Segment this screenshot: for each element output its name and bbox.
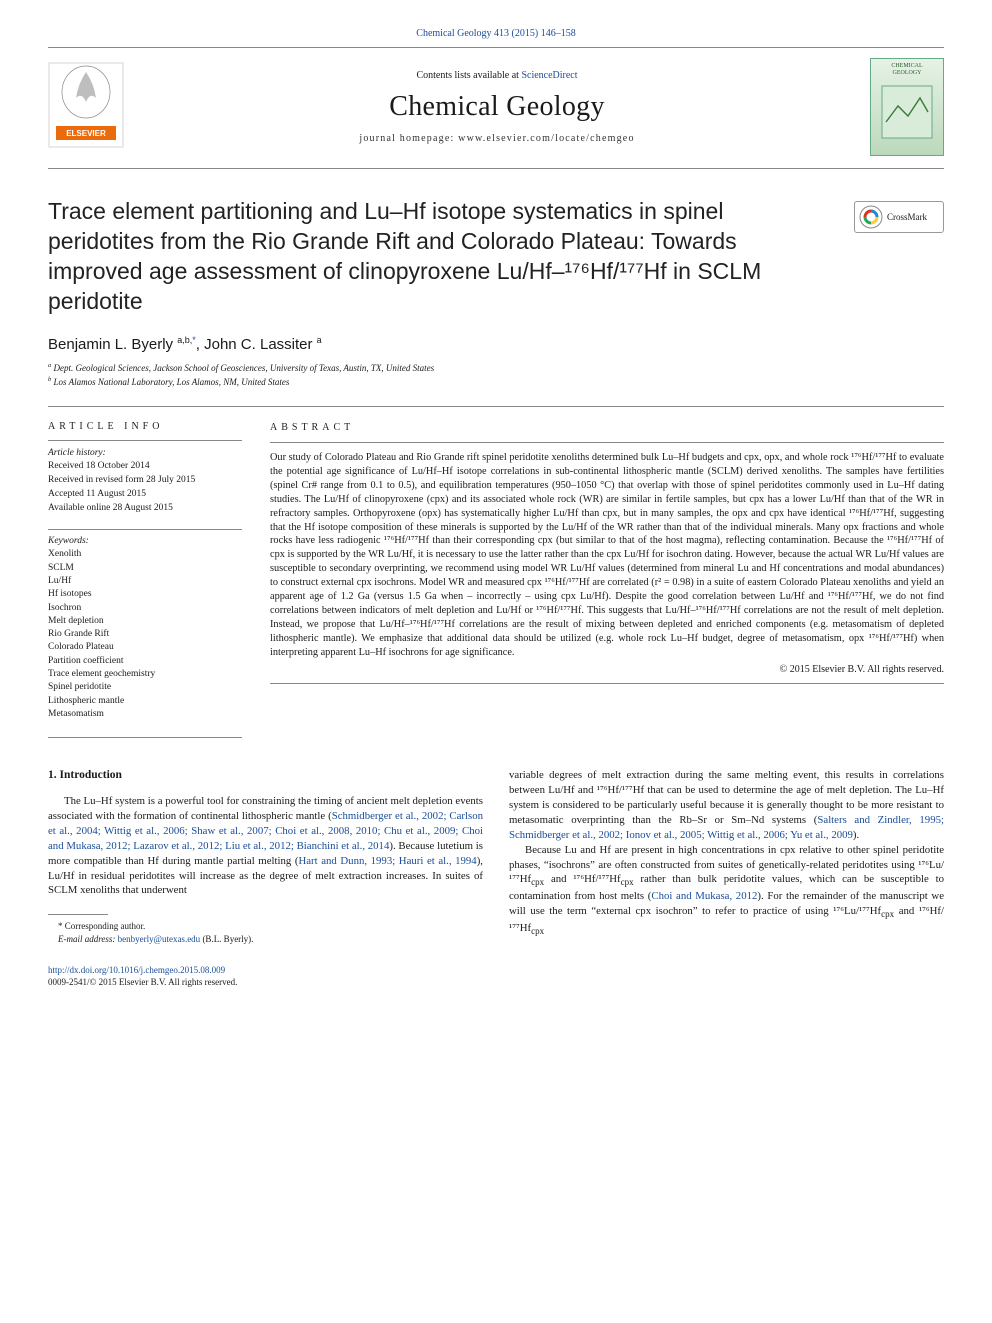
keyword: Isochron <box>48 602 242 615</box>
affiliation-a: a Dept. Geological Sciences, Jackson Sch… <box>48 361 944 376</box>
keyword: Lithospheric mantle <box>48 695 242 708</box>
intro-paragraph-2: variable degrees of melt extraction duri… <box>509 768 944 842</box>
intro-paragraph-1: The Lu–Hf system is a powerful tool for … <box>48 794 483 898</box>
author-1-aff: a,b, <box>177 335 192 345</box>
abstract-label: ABSTRACT <box>270 421 944 435</box>
journal-cover-thumbnail: CHEMICAL GEOLOGY <box>870 58 944 156</box>
rule-above-meta <box>48 406 944 407</box>
corresponding-email-link[interactable]: benbyerly@utexas.edu <box>118 934 201 944</box>
citation-link[interactable]: Hart and Dunn, 1993; Hauri et al., 1994 <box>298 855 476 867</box>
rule-under-abstract <box>270 683 944 684</box>
history-label: Article history: <box>48 447 242 461</box>
crossmark-icon <box>859 205 883 229</box>
doi-link[interactable]: http://dx.doi.org/10.1016/j.chemgeo.2015… <box>48 965 225 975</box>
elsevier-logo: ELSEVIER <box>48 62 124 152</box>
body-two-column: 1. Introduction The Lu–Hf system is a po… <box>48 768 944 945</box>
author-2-aff: a <box>317 335 322 345</box>
author-1-name: Benjamin L. Byerly <box>48 336 177 353</box>
homepage-line: journal homepage: www.elsevier.com/locat… <box>124 133 870 144</box>
keyword: Colorado Plateau <box>48 641 242 654</box>
abstract-column: ABSTRACT Our study of Colorado Plateau a… <box>270 421 944 722</box>
keyword: Lu/Hf <box>48 575 242 588</box>
author-separator: , <box>196 336 204 353</box>
sciencedirect-link[interactable]: ScienceDirect <box>521 70 577 81</box>
contents-line: Contents lists available at ScienceDirec… <box>124 70 870 81</box>
crossmark-label: CrossMark <box>887 212 927 222</box>
crossmark-badge[interactable]: CrossMark <box>854 201 944 233</box>
journal-reference: Chemical Geology 413 (2015) 146–158 <box>48 28 944 39</box>
intro-paragraph-3: Because Lu and Hf are present in high co… <box>509 843 944 937</box>
intro-heading: 1. Introduction <box>48 768 483 784</box>
cover-text-bottom: GEOLOGY <box>873 70 941 77</box>
keyword: Xenolith <box>48 548 242 561</box>
affiliation-b: b Los Alamos National Laboratory, Los Al… <box>48 375 944 390</box>
abstract-text: Our study of Colorado Plateau and Rio Gr… <box>270 451 944 659</box>
corresponding-author-note: * Corresponding author. <box>48 920 483 933</box>
journal-ref-link[interactable]: Chemical Geology 413 (2015) 146–158 <box>416 28 575 39</box>
issn-copyright: 0009-2541/© 2015 Elsevier B.V. All right… <box>48 977 237 987</box>
keywords-label: Keywords: <box>48 536 242 546</box>
contents-prefix: Contents lists available at <box>416 70 521 81</box>
keyword: Partition coefficient <box>48 655 242 668</box>
page-footer: http://dx.doi.org/10.1016/j.chemgeo.2015… <box>48 964 944 989</box>
journal-header: ELSEVIER Contents lists available at Sci… <box>48 47 944 169</box>
keyword: Spinel peridotite <box>48 681 242 694</box>
abstract-copyright: © 2015 Elsevier B.V. All rights reserved… <box>270 663 944 677</box>
header-center: Contents lists available at ScienceDirec… <box>124 70 870 144</box>
history-revised: Received in revised form 28 July 2015 <box>48 474 242 488</box>
article-history: Article history: Received 18 October 201… <box>48 447 242 516</box>
keyword: Trace element geochemistry <box>48 668 242 681</box>
history-online: Available online 28 August 2015 <box>48 502 242 516</box>
keyword: Melt depletion <box>48 615 242 628</box>
email-footnote: E-mail address: benbyerly@utexas.edu (B.… <box>48 933 483 946</box>
keyword: Hf isotopes <box>48 588 242 601</box>
cover-text-top: CHEMICAL <box>873 63 941 70</box>
journal-name: Chemical Geology <box>124 91 870 123</box>
article-info-label: ARTICLE INFO <box>48 421 242 432</box>
affiliations: a Dept. Geological Sciences, Jackson Sch… <box>48 361 944 390</box>
keywords-list: Xenolith SCLM Lu/Hf Hf isotopes Isochron… <box>48 548 242 721</box>
rule-under-keywords <box>48 737 242 738</box>
article-title: Trace element partitioning and Lu–Hf iso… <box>48 197 834 317</box>
rule-under-abstract-label <box>270 442 944 443</box>
rule-under-article-info <box>48 440 242 441</box>
keyword: SCLM <box>48 562 242 575</box>
footnotes: * Corresponding author. E-mail address: … <box>48 920 483 945</box>
history-accepted: Accepted 11 August 2015 <box>48 488 242 502</box>
keyword: Rio Grande Rift <box>48 628 242 641</box>
footnote-separator <box>48 914 108 915</box>
citation-link[interactable]: Choi and Mukasa, 2012 <box>651 890 757 902</box>
authors-line: Benjamin L. Byerly a,b,*, John C. Lassit… <box>48 335 944 353</box>
svg-text:ELSEVIER: ELSEVIER <box>66 129 106 138</box>
history-received: Received 18 October 2014 <box>48 460 242 474</box>
keyword: Metasomatism <box>48 708 242 721</box>
rule-above-keywords <box>48 529 242 530</box>
article-info-column: ARTICLE INFO Article history: Received 1… <box>48 421 242 722</box>
author-2-name: John C. Lassiter <box>204 336 317 353</box>
